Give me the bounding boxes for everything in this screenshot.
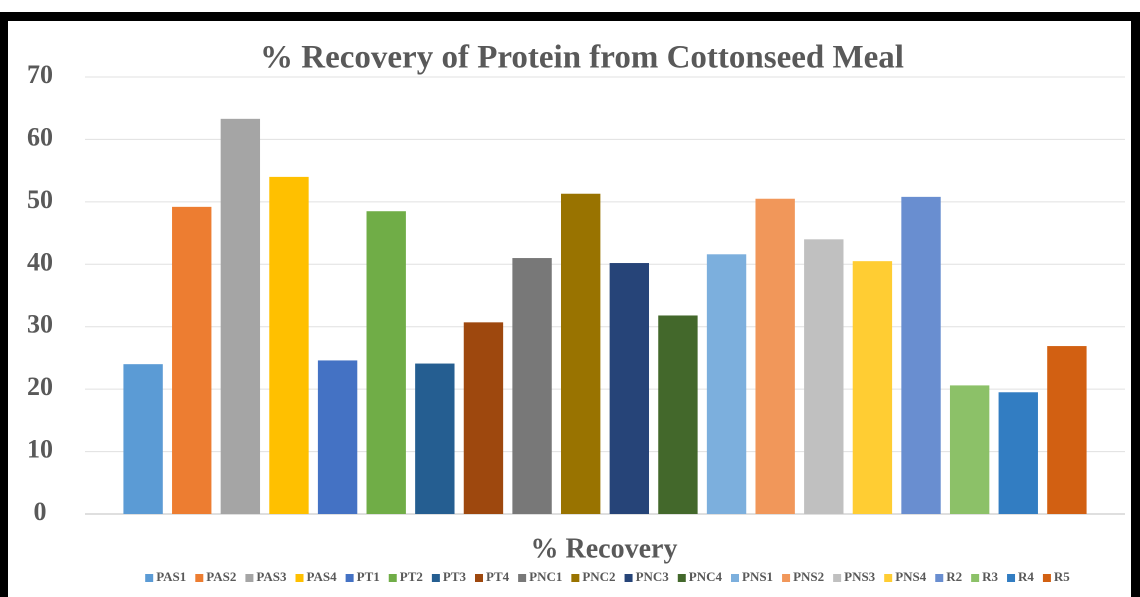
legend-label: PNS3 [844,569,876,584]
frame-right [1131,12,1140,597]
y-tick-label: 60 [27,122,53,151]
bar [512,258,552,514]
legend-swatch [571,574,580,582]
legend-label: PT4 [486,569,510,584]
bar [366,211,406,514]
legend-swatch [388,574,397,582]
legend-label: PNS2 [793,569,824,584]
bar [463,322,504,514]
legend-label: PAS2 [206,569,236,584]
legend-label: R3 [982,569,998,584]
legend-label: PT1 [357,569,380,584]
bar [804,239,844,515]
bar [852,261,893,514]
legend-label: PT2 [400,569,423,584]
frame-left [0,12,8,597]
bar [172,206,212,514]
bar [706,254,747,514]
bar [269,176,309,514]
y-tick-label: 40 [27,247,53,276]
bar [755,198,795,514]
legend-label: PNC1 [529,569,562,584]
bar [560,193,601,514]
legend-label: PNC2 [582,569,615,584]
bar [123,364,163,514]
legend-label: PNC4 [689,569,723,584]
legend-swatch [1007,574,1016,582]
legend-swatch [345,574,354,582]
y-tick-label: 50 [27,185,53,214]
legend-swatch [475,574,483,582]
legend-swatch [971,574,980,582]
bar [658,315,698,514]
legend-swatch [677,574,686,582]
bar [609,263,650,514]
y-tick-label: 30 [27,310,53,339]
legend-swatch [1042,574,1051,582]
legend-label: PAS4 [307,569,338,584]
legend-swatch [731,574,739,582]
legend-swatch [195,574,204,582]
legend-swatch [518,574,527,582]
y-tick-label: 20 [27,372,53,401]
legend-label: PAS1 [156,569,186,584]
bar [220,118,261,514]
legend-swatch [884,574,893,582]
bar [901,196,941,514]
chart-title: % Recovery of Protein from Cottonseed Me… [260,40,904,76]
bar [998,392,1038,514]
bar [1047,346,1087,514]
legend-label: PAS3 [256,569,287,584]
legend-label: R2 [946,569,962,584]
legend-label: PNS1 [742,569,773,584]
legend-swatch [782,574,791,582]
legend-label: PNS4 [895,569,927,584]
legend-swatch [145,574,154,582]
legend-swatch [431,574,440,582]
legend-label: R5 [1054,569,1070,584]
legend-swatch [935,574,944,582]
x-axis-label: % Recovery [531,533,678,564]
legend-swatch [295,574,304,582]
legend-label: R4 [1018,569,1034,584]
y-tick-label: 0 [34,497,47,526]
legend-label: PT3 [443,569,467,584]
y-tick-label: 10 [27,435,53,464]
legend-swatch [833,574,842,582]
legend-swatch [245,574,254,582]
y-tick-label: 70 [27,60,53,89]
bar [317,360,358,514]
frame-top [0,12,1140,21]
legend-swatch [624,574,633,582]
bar [415,363,455,514]
bar [949,385,990,514]
legend-label: PNC3 [636,569,670,584]
